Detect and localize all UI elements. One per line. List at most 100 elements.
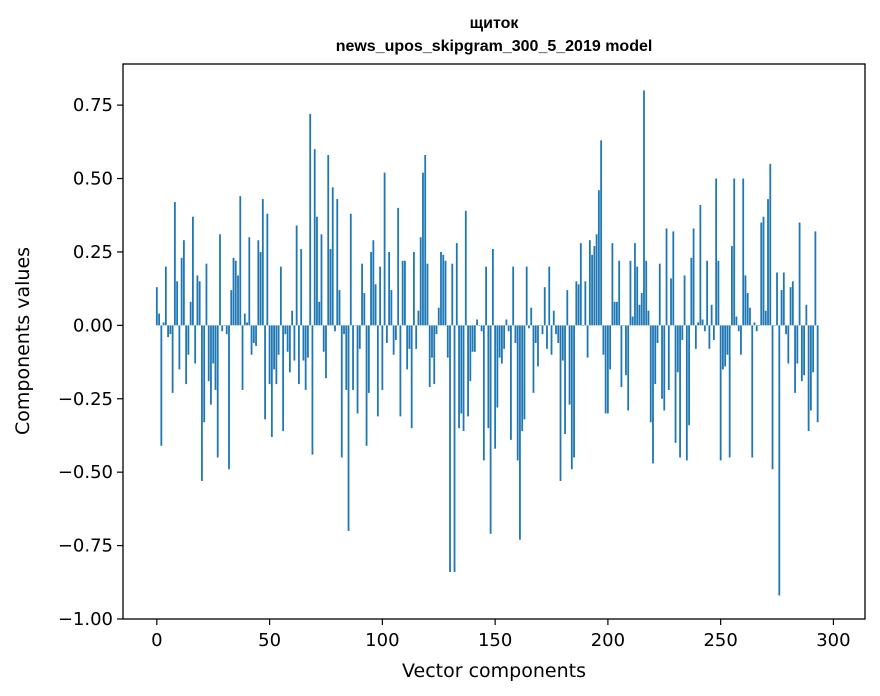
bar-34: [232, 257, 235, 326]
bar-142: [476, 319, 478, 326]
bar-170: [539, 325, 542, 326]
bar-85: [347, 325, 350, 531]
bar-91: [361, 263, 363, 326]
bar-209: [627, 325, 630, 411]
bar-76: [327, 155, 330, 326]
bar-32: [228, 325, 230, 470]
bar-263: [749, 307, 751, 326]
bar-280: [787, 325, 790, 364]
plot-frame: [122, 63, 866, 620]
bar-40: [246, 322, 248, 326]
bar-52: [273, 325, 275, 370]
bar-220: [652, 325, 654, 464]
bar-116: [417, 310, 420, 326]
y-tick-label: −0.25: [58, 389, 113, 410]
bar-96: [372, 240, 375, 326]
y-tick-label: −0.75: [58, 536, 113, 557]
bar-177: [555, 325, 557, 335]
bar-99: [379, 266, 381, 326]
x-axis: 0 50 100 150 200 250 300: [151, 619, 851, 651]
bar-21: [203, 325, 206, 423]
bar-208: [625, 325, 627, 376]
y-tick-label: 0.25: [73, 242, 113, 263]
bar-95: [370, 251, 372, 326]
bar-45: [257, 240, 260, 326]
bar-56: [282, 325, 285, 432]
bar-181: [564, 325, 566, 434]
bar-238: [692, 228, 695, 326]
bar-166: [530, 307, 533, 326]
bar-83: [343, 325, 345, 335]
bar-129: [446, 325, 449, 358]
bar-218: [647, 310, 650, 326]
y-tick-label: −0.50: [58, 462, 113, 483]
bar-283: [794, 325, 796, 393]
bar-64: [300, 249, 303, 326]
bar-30: [223, 325, 226, 326]
bar-94: [367, 325, 370, 393]
bar-255: [731, 246, 733, 326]
bar-48: [264, 325, 266, 420]
chart-title: щиток: [470, 15, 520, 32]
bar-196: [597, 190, 600, 326]
bar-70: [313, 149, 316, 326]
bar-228: [670, 278, 672, 326]
bar-239: [694, 325, 697, 349]
bar-141: [473, 325, 476, 352]
bar-106: [394, 325, 397, 341]
bar-42: [250, 325, 253, 355]
bar-179: [559, 325, 562, 481]
bar-204: [616, 301, 618, 326]
bar-61: [293, 325, 296, 361]
bar-132: [453, 325, 456, 573]
bar-148: [489, 325, 492, 534]
bar-289: [807, 325, 810, 432]
bar-278: [782, 272, 785, 326]
bar-188: [579, 243, 582, 326]
bar-246: [710, 304, 713, 326]
bar-291: [812, 325, 815, 373]
bar-215: [640, 293, 643, 326]
bar-65: [302, 325, 305, 361]
bar-107: [397, 207, 400, 326]
bar-55: [279, 266, 282, 326]
chart-subtitle: news_upos_skipgram_300_5_2019 model: [336, 38, 653, 55]
bar-104: [390, 290, 393, 326]
bar-217: [645, 260, 648, 326]
bar-172: [543, 287, 546, 326]
bar-184: [570, 325, 573, 470]
bar-159: [514, 325, 517, 343]
bar-272: [769, 163, 772, 326]
bar-197: [600, 140, 603, 326]
bar-243: [703, 325, 706, 332]
bar-57: [284, 325, 287, 335]
bar-75: [325, 325, 327, 379]
bar-290: [809, 325, 812, 411]
bar-286: [800, 325, 803, 382]
bar-36: [237, 275, 239, 326]
bar-81: [338, 290, 341, 326]
bar-202: [611, 243, 614, 326]
bar-151: [496, 325, 499, 408]
bar-59: [288, 325, 291, 373]
bar-136: [462, 325, 465, 432]
bar-110: [404, 260, 406, 326]
bar-46: [259, 251, 262, 326]
bar-73: [320, 234, 323, 326]
bar-41: [248, 237, 251, 326]
bar-127: [442, 254, 445, 326]
bar-264: [751, 325, 754, 458]
bar-113: [410, 325, 413, 429]
bar-169: [537, 325, 539, 367]
bar-253: [726, 325, 729, 355]
bar-121: [428, 325, 431, 388]
bar-288: [805, 304, 808, 326]
bar-3: [162, 322, 165, 326]
bar-23: [207, 325, 210, 382]
bar-244: [706, 260, 709, 326]
bar-275: [776, 272, 778, 326]
bar-82: [340, 325, 343, 458]
bar-254: [728, 325, 731, 458]
bar-134: [458, 325, 460, 429]
